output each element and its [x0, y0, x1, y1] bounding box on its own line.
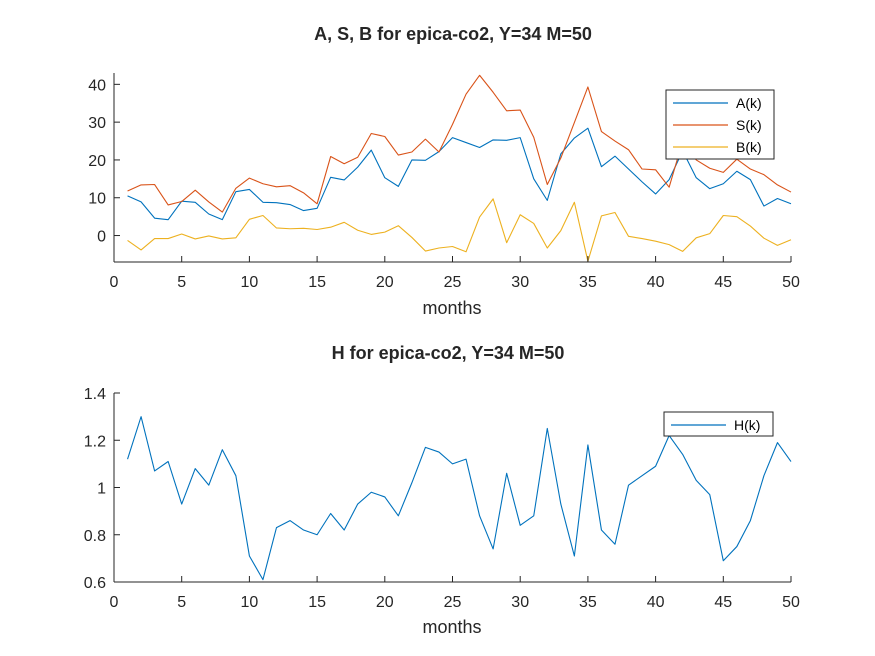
x-tick-label-h: 15: [308, 594, 326, 611]
series-line-h-0: [127, 416, 792, 581]
x-axis-label-asb: months: [422, 298, 481, 318]
x-tick-label-h: 0: [110, 594, 119, 611]
x-tick-label-asb: 35: [579, 274, 597, 291]
x-tick-label-h: 25: [444, 594, 462, 611]
x-axis-label-h: months: [422, 617, 481, 637]
x-tick-label-h: 45: [714, 594, 732, 611]
x-tick-label-asb: 25: [444, 274, 462, 291]
x-tick-label-asb: 0: [110, 274, 119, 291]
legend-asb: A(k) S(k) B(k): [665, 89, 775, 160]
x-tick-label-asb: 50: [782, 274, 800, 291]
chart-title-asb: A, S, B for epica-co2, Y=34 M=50: [314, 24, 592, 44]
y-tick-label-h: 0.8: [84, 528, 106, 545]
legend-h: H(k): [663, 411, 774, 437]
x-tick-label-h: 20: [376, 594, 394, 611]
x-tick-label-h: 35: [579, 594, 597, 611]
chart-asb: A, S, B for epica-co2, Y=34 M=50 0 5 10 15 2…: [88, 24, 800, 318]
legend-label-asb-0: A(k): [736, 95, 762, 111]
x-tick-label-h: 10: [241, 594, 259, 611]
legend-label-asb-2: B(k): [736, 139, 762, 155]
y-tick-label-asb: 20: [88, 153, 106, 170]
x-tick-label-asb: 30: [511, 274, 529, 291]
x-tick-label-h: 50: [782, 594, 800, 611]
x-tick-label-h: 30: [511, 594, 529, 611]
chart-title-h: H for epica-co2, Y=34 M=50: [332, 343, 565, 363]
y-tick-label-h: 0.6: [84, 575, 106, 592]
chart-h: H for epica-co2, Y=34 M=50 0 5 10 15 20 25 30 3…: [84, 343, 800, 637]
y-tick-label-h: 1: [97, 481, 106, 498]
legend-label-h-0: H(k): [734, 417, 760, 433]
y-tick-label-h: 1.4: [84, 386, 106, 403]
legend-label-asb-1: S(k): [736, 117, 762, 133]
y-tick-label-asb: 30: [88, 115, 106, 132]
series-line-asb-2: [127, 198, 792, 262]
x-tick-label-asb: 20: [376, 274, 394, 291]
y-tick-label-h: 1.2: [84, 433, 106, 450]
y-tick-label-asb: 0: [97, 229, 106, 246]
x-tick-label-asb: 40: [647, 274, 665, 291]
x-tick-label-asb: 45: [714, 274, 732, 291]
x-tick-label-h: 5: [177, 594, 186, 611]
x-tick-label-asb: 10: [241, 274, 259, 291]
x-tick-label-h: 40: [647, 594, 665, 611]
x-tick-label-asb: 5: [177, 274, 186, 291]
y-tick-label-asb: 40: [88, 77, 106, 94]
x-tick-label-asb: 15: [308, 274, 326, 291]
y-tick-label-asb: 10: [88, 191, 106, 208]
